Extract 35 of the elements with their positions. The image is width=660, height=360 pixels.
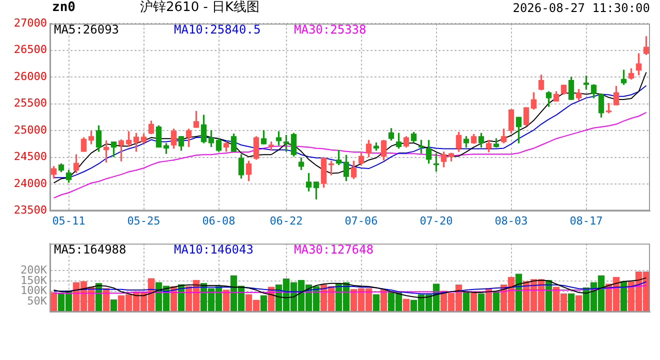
bar — [222, 290, 230, 312]
text: MA10:25840.5 — [174, 22, 261, 37]
bar — [260, 295, 268, 312]
y-tick-label: 150K — [20, 274, 48, 287]
bar — [575, 295, 582, 312]
chart-title: 沪锌2610 - 日K线图 — [140, 0, 260, 16]
text: MA30:127648 — [294, 242, 374, 257]
bar — [478, 293, 485, 312]
y-tick-label: 24500 — [14, 150, 47, 164]
text: MA30:25338 — [294, 22, 366, 37]
text: 2026-08-27 11:30:00 — [512, 1, 650, 16]
bar — [568, 293, 575, 312]
text: MA5:164988 — [54, 242, 126, 257]
x-tick-label: 07-20 — [420, 214, 453, 228]
y-tick-label: 25000 — [14, 123, 47, 136]
x-tick-label: 06-22 — [270, 214, 303, 228]
y-tick-label: 200K — [20, 263, 48, 276]
y-tick-label: 26500 — [14, 43, 47, 56]
x-tick-label: 05-11 — [52, 214, 86, 228]
x-tick-label: 07-06 — [344, 214, 378, 228]
text: zn0 — [52, 0, 76, 16]
y-tick-label: 23500 — [14, 204, 47, 217]
text: MA5:26093 — [54, 22, 120, 37]
x-tick-label: 08-03 — [494, 214, 528, 228]
bar — [372, 294, 380, 312]
x-tick-label: 06-08 — [202, 214, 236, 228]
y-tick-label: 27000 — [14, 16, 47, 30]
bar — [492, 291, 500, 312]
y-tick-label: 25500 — [14, 96, 47, 110]
x-tick-label: 05-25 — [127, 214, 160, 228]
y-tick-label: 24000 — [14, 176, 47, 190]
text: MA10:146043 — [174, 242, 254, 257]
y-tick-label: 26000 — [14, 70, 47, 83]
x-tick-label: 08-17 — [570, 214, 603, 228]
bar — [470, 292, 478, 312]
